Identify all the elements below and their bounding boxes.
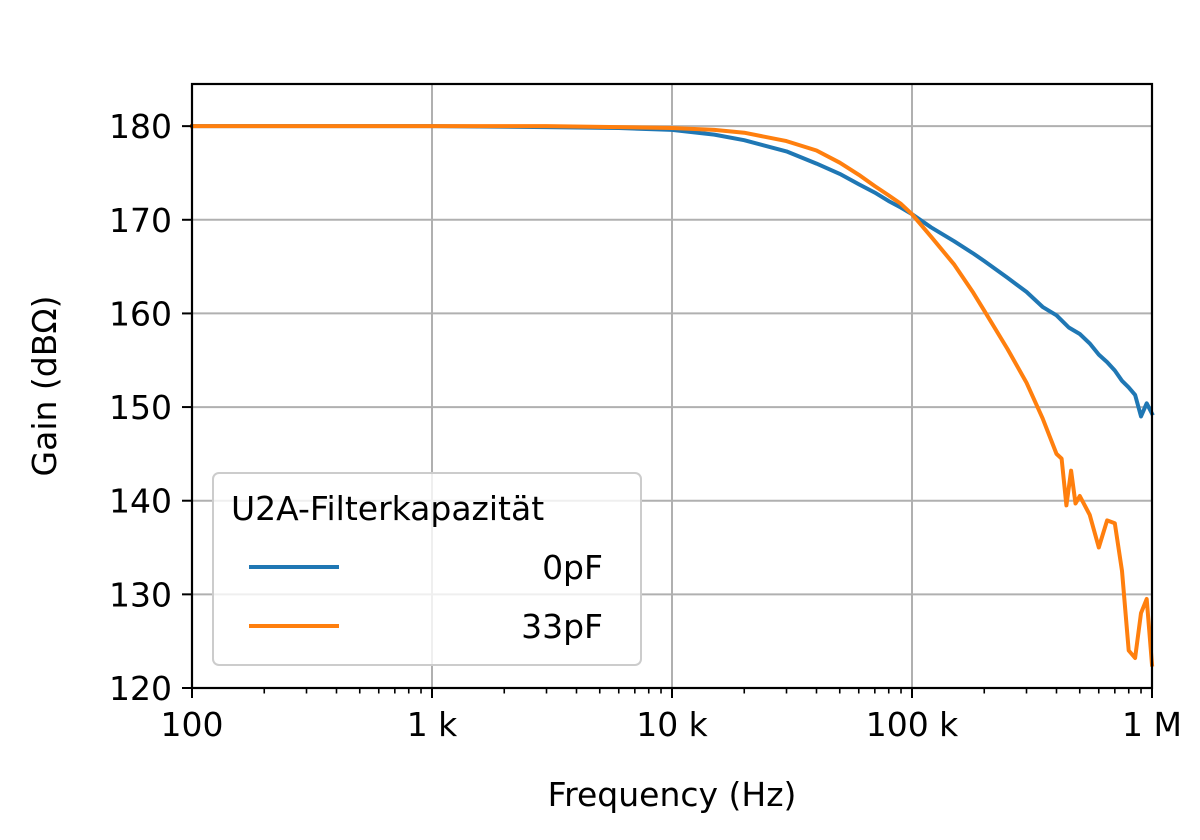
legend-title: U2A-Filterkapazität xyxy=(231,489,544,528)
x-tick-label: 1 M xyxy=(1122,705,1182,744)
legend-label-33pf: 33pF xyxy=(521,607,603,646)
ticks: 100 1 k 10 k 100 k 1 M 120 130 140 150 160 170 180 xyxy=(109,107,1182,744)
y-tick-label: 170 xyxy=(109,201,172,240)
y-tick-label: 120 xyxy=(109,669,172,708)
legend-label-0pf: 0pF xyxy=(542,548,603,587)
y-tick-label: 160 xyxy=(109,294,172,333)
y-tick-label: 130 xyxy=(109,575,172,614)
series-line-0pf xyxy=(190,124,1155,419)
y-axis-label: Gain (dBΩ) xyxy=(25,296,64,477)
y-tick-label: 140 xyxy=(109,482,172,521)
y-tick-label: 150 xyxy=(109,388,172,427)
series-line-33pf xyxy=(190,124,1155,667)
legend: U2A-Filterkapazität 0pF 33pF xyxy=(212,472,642,666)
legend-entries: 0pF 33pF xyxy=(249,548,603,646)
plot-lines xyxy=(190,124,1155,667)
x-tick-label: 100 k xyxy=(866,705,959,744)
x-tick-label: 1 k xyxy=(407,705,458,744)
y-tick-label: 180 xyxy=(109,107,172,146)
x-tick-label: 10 k xyxy=(636,705,708,744)
legend-box xyxy=(212,472,642,666)
x-tick-label: 100 xyxy=(161,705,224,744)
x-axis-label: Frequency (Hz) xyxy=(548,775,797,814)
